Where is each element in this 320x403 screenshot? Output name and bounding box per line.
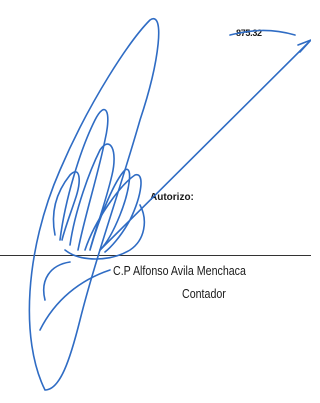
signature-stroke (100, 40, 311, 250)
document-page: 875.32 Autorizo: C.P Alfonso Avila Mench… (0, 0, 311, 403)
signature-stroke (40, 270, 110, 330)
signature-stroke (29, 19, 158, 390)
signature-stroke (44, 30, 295, 300)
signature (0, 0, 311, 403)
